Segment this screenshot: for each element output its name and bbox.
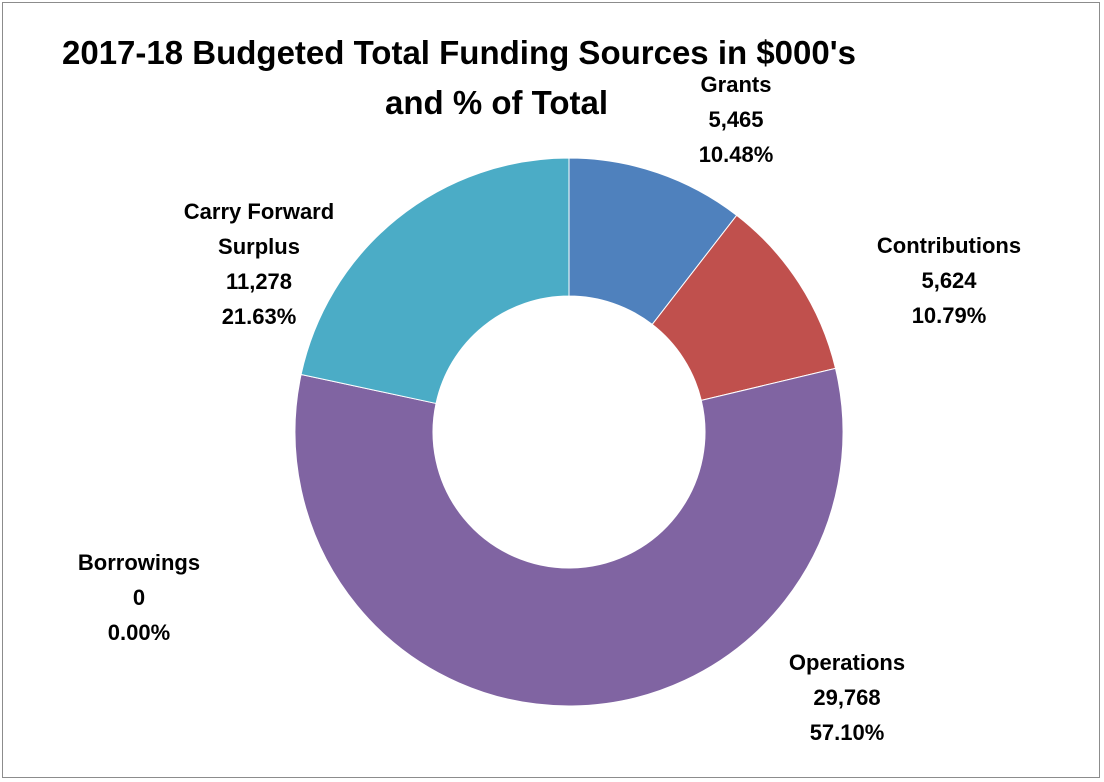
chart-title-line-1: 2017-18 Budgeted Total Funding Sources i… — [62, 34, 856, 71]
label-carry-forward-surplus-name-1: Surplus — [218, 234, 300, 259]
labels-layer: Grants 5,465 10.48% Contributions 5,624 10.79… — [78, 72, 1021, 745]
label-operations-name-0: Operations — [789, 650, 905, 675]
label-borrowings-value: 0 — [133, 585, 145, 610]
label-grants-value: 5,465 — [708, 107, 763, 132]
label-contributions-name-0: Contributions — [877, 233, 1021, 258]
label-contributions-value: 5,624 — [921, 268, 977, 293]
chart-title-line-2: and % of Total — [385, 84, 608, 121]
label-carry-forward-surplus-value: 11,278 — [226, 269, 292, 294]
slice-carry-forward-surplus — [300, 157, 570, 405]
label-grants-pct: 10.48% — [699, 142, 774, 167]
slices-layer — [294, 157, 844, 707]
label-carry-forward-surplus-name-0: Carry Forward — [184, 199, 334, 224]
label-contributions-pct: 10.79% — [912, 303, 987, 328]
label-grants-name-0: Grants — [701, 72, 772, 97]
label-operations-pct: 57.10% — [810, 720, 885, 745]
label-carry-forward-surplus-pct: 21.63% — [222, 304, 297, 329]
slice-operations — [294, 367, 844, 707]
label-operations-value: 29,768 — [813, 685, 880, 710]
label-borrowings-name-0: Borrowings — [78, 550, 200, 575]
label-borrowings-pct: 0.00% — [108, 620, 170, 645]
